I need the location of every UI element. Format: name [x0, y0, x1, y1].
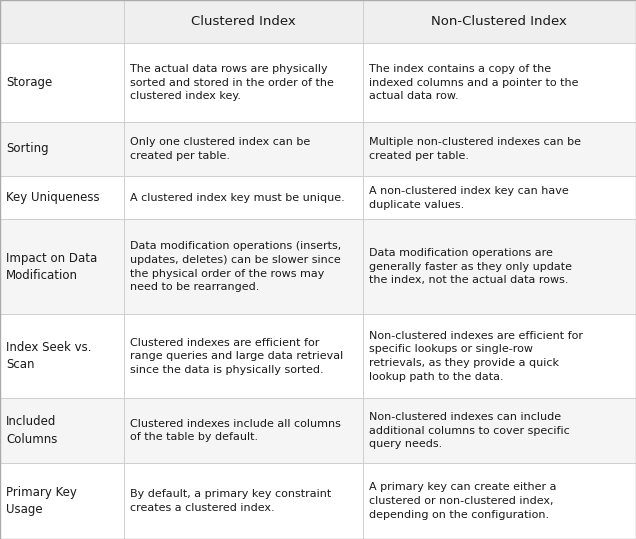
Bar: [363, 463, 636, 539]
Bar: [124, 43, 363, 122]
Text: By default, a primary key constraint
creates a clustered index.: By default, a primary key constraint cre…: [130, 489, 331, 513]
Text: Index Seek vs.
Scan: Index Seek vs. Scan: [6, 341, 92, 371]
Bar: [363, 314, 636, 398]
Text: Storage: Storage: [6, 76, 53, 89]
Text: Primary Key
Usage: Primary Key Usage: [6, 486, 77, 516]
Text: Multiple non-clustered indexes can be
created per table.: Multiple non-clustered indexes can be cr…: [369, 137, 581, 161]
Text: Clustered Index: Clustered Index: [191, 15, 296, 28]
Text: Clustered indexes include all columns
of the table by default.: Clustered indexes include all columns of…: [130, 419, 342, 443]
Text: Impact on Data
Modification: Impact on Data Modification: [6, 252, 97, 282]
Text: Only one clustered index can be
created per table.: Only one clustered index can be created …: [130, 137, 310, 161]
Bar: [363, 176, 636, 219]
Text: Clustered indexes are efficient for
range queries and large data retrieval
since: Clustered indexes are efficient for rang…: [130, 337, 343, 375]
Bar: [363, 0, 636, 43]
Text: Data modification operations (inserts,
updates, deletes) can be slower since
the: Data modification operations (inserts, u…: [130, 241, 342, 292]
Text: Data modification operations are
generally faster as they only update
the index,: Data modification operations are general…: [369, 248, 572, 285]
Text: A non-clustered index key can have
duplicate values.: A non-clustered index key can have dupli…: [369, 186, 569, 210]
Bar: [363, 219, 636, 314]
Bar: [0, 314, 124, 398]
Bar: [363, 43, 636, 122]
Bar: [0, 176, 124, 219]
Text: Non-Clustered Index: Non-Clustered Index: [431, 15, 567, 28]
Bar: [124, 176, 363, 219]
Bar: [0, 43, 124, 122]
Text: Non-clustered indexes can include
additional columns to cover specific
query nee: Non-clustered indexes can include additi…: [369, 412, 570, 450]
Text: The actual data rows are physically
sorted and stored in the order of the
cluste: The actual data rows are physically sort…: [130, 64, 335, 101]
Bar: [124, 463, 363, 539]
Bar: [0, 219, 124, 314]
Bar: [0, 398, 124, 463]
Bar: [0, 122, 124, 176]
Text: Sorting: Sorting: [6, 142, 49, 155]
Bar: [124, 314, 363, 398]
Bar: [124, 0, 363, 43]
Bar: [124, 219, 363, 314]
Bar: [0, 0, 124, 43]
Bar: [363, 398, 636, 463]
Text: The index contains a copy of the
indexed columns and a pointer to the
actual dat: The index contains a copy of the indexed…: [369, 64, 578, 101]
Text: Non-clustered indexes are efficient for
specific lookups or single-row
retrieval: Non-clustered indexes are efficient for …: [369, 331, 583, 382]
Text: Included
Columns: Included Columns: [6, 416, 58, 446]
Bar: [124, 122, 363, 176]
Bar: [0, 463, 124, 539]
Bar: [124, 398, 363, 463]
Text: Key Uniqueness: Key Uniqueness: [6, 191, 100, 204]
Text: A clustered index key must be unique.: A clustered index key must be unique.: [130, 193, 345, 203]
Bar: [363, 122, 636, 176]
Text: A primary key can create either a
clustered or non-clustered index,
depending on: A primary key can create either a cluste…: [369, 482, 556, 520]
